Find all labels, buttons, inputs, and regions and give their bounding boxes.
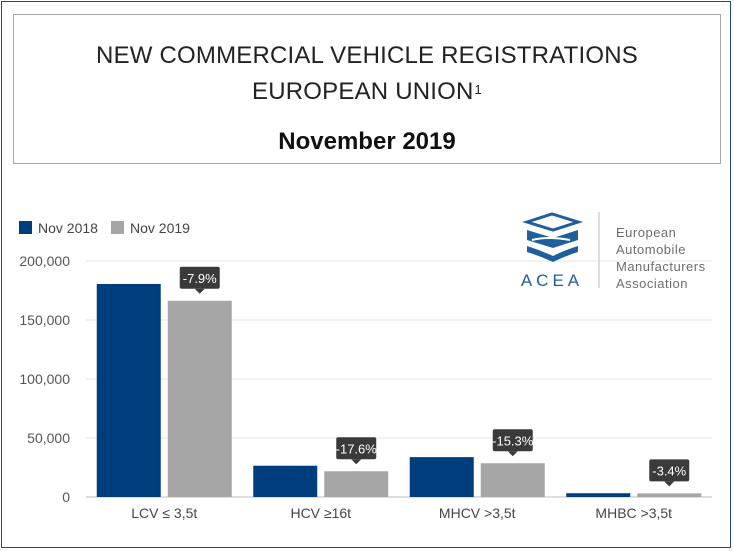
legend-swatch-nov2019 [111, 221, 124, 234]
change-label: -7.9% [183, 271, 217, 286]
y-tick-label: 200,000 [19, 253, 70, 269]
bar-nov2019 [167, 300, 232, 497]
bar-nov2019 [637, 493, 702, 497]
chart-title-line2-text: EUROPEAN UNION [252, 78, 474, 105]
category-label-layer: LCV ≤ 3,5t HCV ≥16t MHCV >3,5t MHBC >3,5t [131, 505, 672, 521]
chart-title-line1: NEW COMMERCIAL VEHICLE REGISTRATIONS [96, 42, 638, 69]
change-label-box [336, 437, 377, 460]
title-box: NEW COMMERCIAL VEHICLE REGISTRATIONS EUR… [13, 14, 721, 164]
change-label-box [492, 429, 533, 452]
logo-line3: Manufacturers [616, 259, 706, 274]
bar-nov2018 [96, 284, 161, 497]
change-label-box [179, 266, 220, 289]
y-tick-label: 0 [62, 489, 70, 505]
change-label-box [649, 459, 690, 482]
bar-nov2019 [324, 471, 389, 497]
legend: Nov 2018 Nov 2019 [19, 220, 190, 236]
y-tick-layer: 0 50,000 100,000 150,000 200,000 [19, 253, 70, 505]
logo-line2: Automobile [616, 242, 687, 257]
change-label-pointer [664, 481, 675, 487]
bar-nov2018 [253, 465, 318, 497]
acea-logo-icon [521, 212, 600, 288]
y-tick-label: 50,000 [27, 430, 70, 446]
bar-nov2019 [480, 463, 545, 497]
x-tick-label: HCV ≥16t [290, 505, 351, 521]
bar-layer [96, 284, 702, 497]
change-label: -15.3% [492, 433, 534, 448]
change-label-pointer [507, 451, 518, 457]
logo-acronym: ACEA [521, 271, 583, 290]
change-label-pointer [351, 459, 362, 465]
chart-subtitle: November 2019 [278, 128, 456, 155]
x-tick-label: MHBC >3,5t [595, 505, 672, 521]
legend-label: Nov 2018 [38, 220, 98, 236]
footnote-marker: 1 [474, 82, 482, 97]
change-label: -3.4% [652, 463, 686, 478]
legend-swatch-nov2018 [19, 221, 32, 234]
x-tick-label: MHCV >3,5t [439, 505, 516, 521]
y-tick-label: 150,000 [19, 312, 70, 328]
change-label: -17.6% [336, 441, 378, 456]
x-tick-label: LCV ≤ 3,5t [131, 505, 197, 521]
bar-nov2018 [566, 493, 631, 497]
logo-text: European Automobile Manufacturers Associ… [616, 224, 706, 292]
callout-layer: -7.9% -17.6% -15.3% -3.4% [179, 266, 690, 487]
bar-nov2018 [409, 457, 474, 497]
legend-label: Nov 2019 [130, 220, 190, 236]
y-tick-label: 100,000 [19, 371, 70, 387]
change-label-pointer [194, 288, 205, 294]
logo-line1: European [616, 225, 677, 240]
chart-title-line2: EUROPEAN UNION1 [14, 77, 720, 107]
logo-line4: Association [616, 276, 688, 291]
